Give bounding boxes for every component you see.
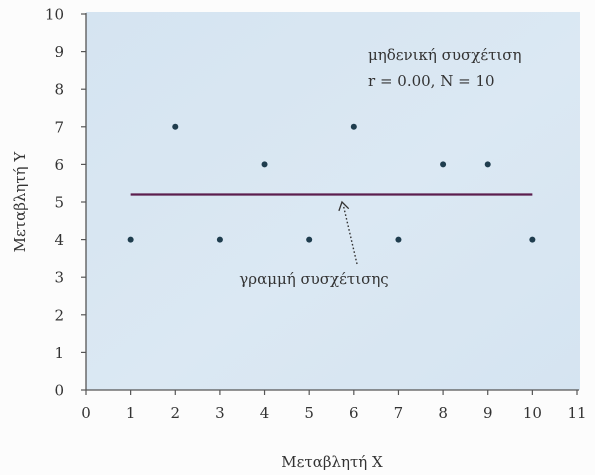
x-tick-label: 7	[394, 404, 404, 422]
y-tick-label: 5	[54, 194, 64, 212]
y-tick-label: 4	[54, 231, 64, 249]
y-tick-label: 7	[54, 118, 64, 136]
x-tick-label: 0	[81, 404, 91, 422]
data-point	[395, 236, 402, 243]
y-tick-label: 10	[45, 6, 64, 24]
x-axis-ticks: 0 1 2 3 4 5 6 7 8 9 10 11	[81, 390, 587, 422]
stat-title-annotation: μηδενική συσχέτιση	[368, 46, 522, 64]
x-tick-label: 8	[438, 404, 448, 422]
data-point	[261, 161, 268, 168]
stat-values-annotation: r = 0.00, N = 10	[368, 72, 495, 90]
x-tick-label: 2	[170, 404, 180, 422]
x-axis-title: Μεταβλητή X	[281, 453, 383, 471]
y-tick-label: 1	[54, 344, 64, 362]
annotation-arrow	[338, 200, 358, 265]
x-tick-label: 11	[567, 404, 586, 422]
y-axis-ticks: 0 1 2 3 4 5 6 7 8 9 10	[45, 6, 86, 400]
data-point	[216, 236, 223, 243]
y-tick-label: 2	[54, 306, 64, 324]
y-tick-label: 6	[54, 156, 64, 174]
y-tick-label: 9	[54, 43, 64, 61]
x-tick-label: 4	[260, 404, 270, 422]
data-point	[484, 161, 491, 168]
x-tick-label: 9	[483, 404, 493, 422]
data-point	[350, 123, 357, 130]
data-point	[172, 123, 179, 130]
y-tick-label: 0	[54, 382, 64, 400]
plot-area	[86, 12, 580, 390]
y-tick-label: 3	[54, 269, 64, 287]
x-tick-label: 10	[523, 404, 542, 422]
data-point	[440, 161, 447, 168]
y-axis-title: Μεταβλητή Y	[11, 151, 29, 253]
line-label-annotation: γραμμή συσχέτισης	[239, 270, 388, 288]
x-tick-label: 5	[304, 404, 314, 422]
data-point	[306, 236, 313, 243]
x-tick-label: 1	[126, 404, 136, 422]
x-tick-label: 6	[349, 404, 359, 422]
data-points	[127, 123, 536, 243]
x-tick-label: 3	[215, 404, 225, 422]
data-point	[127, 236, 134, 243]
data-point	[529, 236, 536, 243]
y-tick-label: 8	[54, 81, 64, 99]
